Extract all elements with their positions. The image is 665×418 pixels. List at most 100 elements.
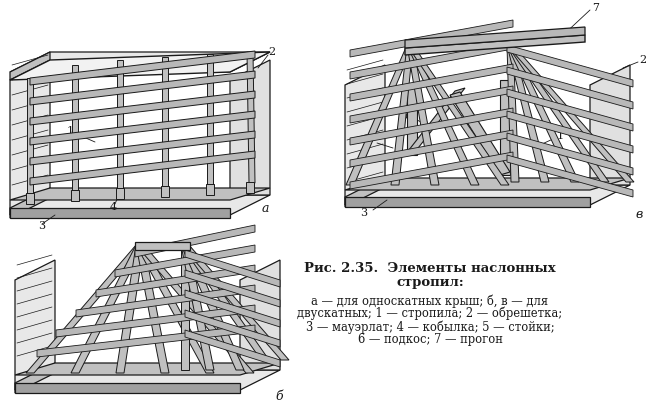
Polygon shape — [116, 245, 144, 373]
Polygon shape — [345, 177, 385, 207]
Polygon shape — [405, 35, 585, 55]
Polygon shape — [71, 190, 79, 201]
Polygon shape — [15, 363, 55, 393]
Polygon shape — [350, 42, 513, 79]
Polygon shape — [71, 245, 144, 373]
Polygon shape — [10, 188, 270, 200]
Polygon shape — [590, 65, 630, 185]
Polygon shape — [345, 65, 385, 205]
Polygon shape — [30, 151, 255, 185]
Text: 2: 2 — [268, 47, 275, 57]
Text: Рис. 2.35.  Элементы наслонных: Рис. 2.35. Элементы наслонных — [304, 262, 556, 275]
Polygon shape — [507, 111, 633, 153]
Polygon shape — [10, 52, 50, 80]
Polygon shape — [181, 245, 214, 370]
Polygon shape — [507, 133, 633, 175]
Polygon shape — [185, 270, 280, 307]
Text: 5: 5 — [365, 137, 372, 147]
Polygon shape — [10, 52, 270, 72]
Text: в: в — [635, 209, 642, 222]
Polygon shape — [407, 45, 479, 185]
Polygon shape — [76, 285, 255, 317]
Polygon shape — [15, 260, 55, 390]
Text: 6 — подкос; 7 — прогон: 6 — подкос; 7 — прогон — [358, 333, 503, 346]
Polygon shape — [407, 85, 417, 155]
Text: 1: 1 — [557, 131, 564, 141]
Text: 3: 3 — [360, 208, 367, 218]
Polygon shape — [507, 45, 634, 182]
Polygon shape — [350, 152, 513, 189]
Polygon shape — [350, 130, 513, 167]
Polygon shape — [507, 67, 633, 109]
Polygon shape — [115, 245, 255, 277]
Polygon shape — [345, 197, 590, 207]
Polygon shape — [230, 60, 270, 195]
Polygon shape — [10, 60, 50, 215]
Text: стропил:: стропил: — [396, 276, 464, 289]
Polygon shape — [72, 65, 78, 195]
Polygon shape — [350, 86, 513, 123]
Polygon shape — [10, 208, 230, 218]
Text: 3 — мауэрлат; 4 — кобылка; 5 — стойки;: 3 — мауэрлат; 4 — кобылка; 5 — стойки; — [306, 320, 555, 334]
Text: а: а — [262, 201, 269, 214]
Polygon shape — [15, 383, 240, 393]
Polygon shape — [185, 290, 280, 327]
Polygon shape — [30, 91, 255, 125]
Polygon shape — [240, 260, 280, 370]
Text: 1: 1 — [67, 126, 74, 136]
Polygon shape — [15, 370, 280, 390]
Polygon shape — [350, 20, 513, 57]
Polygon shape — [26, 245, 144, 373]
Polygon shape — [185, 250, 280, 287]
Polygon shape — [507, 45, 579, 182]
Polygon shape — [391, 45, 413, 185]
Polygon shape — [136, 245, 214, 373]
Polygon shape — [407, 45, 439, 185]
Text: 6: 6 — [400, 111, 407, 121]
Polygon shape — [345, 178, 630, 190]
Polygon shape — [185, 330, 280, 367]
Polygon shape — [507, 45, 609, 182]
Polygon shape — [30, 111, 255, 145]
Polygon shape — [507, 155, 633, 197]
Polygon shape — [345, 185, 630, 205]
Polygon shape — [507, 45, 519, 182]
Polygon shape — [450, 92, 510, 175]
Polygon shape — [56, 305, 255, 337]
Polygon shape — [346, 45, 413, 185]
Polygon shape — [10, 195, 270, 215]
Text: б: б — [275, 390, 283, 403]
Polygon shape — [185, 310, 280, 347]
Polygon shape — [136, 245, 254, 373]
Polygon shape — [162, 57, 168, 190]
Text: 2: 2 — [639, 55, 646, 65]
Polygon shape — [30, 131, 255, 165]
Polygon shape — [27, 78, 33, 200]
Polygon shape — [206, 184, 214, 195]
Polygon shape — [135, 225, 255, 257]
Polygon shape — [181, 245, 269, 360]
Polygon shape — [117, 60, 123, 193]
Polygon shape — [181, 245, 244, 370]
Polygon shape — [10, 188, 50, 218]
Polygon shape — [507, 45, 549, 182]
Polygon shape — [350, 64, 513, 101]
Polygon shape — [247, 52, 255, 183]
Polygon shape — [407, 45, 509, 185]
Polygon shape — [15, 363, 280, 375]
Polygon shape — [507, 45, 633, 87]
Polygon shape — [136, 245, 169, 373]
Polygon shape — [161, 186, 169, 197]
Polygon shape — [246, 182, 254, 193]
Polygon shape — [10, 52, 270, 80]
Polygon shape — [30, 51, 255, 85]
Text: 4: 4 — [110, 202, 117, 212]
Text: а — для односкатных крыш; б, в — для: а — для односкатных крыш; б, в — для — [311, 294, 549, 308]
Polygon shape — [500, 80, 510, 175]
Polygon shape — [507, 89, 633, 131]
Polygon shape — [26, 193, 34, 204]
Polygon shape — [96, 265, 255, 297]
Text: 7: 7 — [592, 3, 599, 13]
Polygon shape — [116, 188, 124, 199]
Polygon shape — [350, 108, 513, 145]
